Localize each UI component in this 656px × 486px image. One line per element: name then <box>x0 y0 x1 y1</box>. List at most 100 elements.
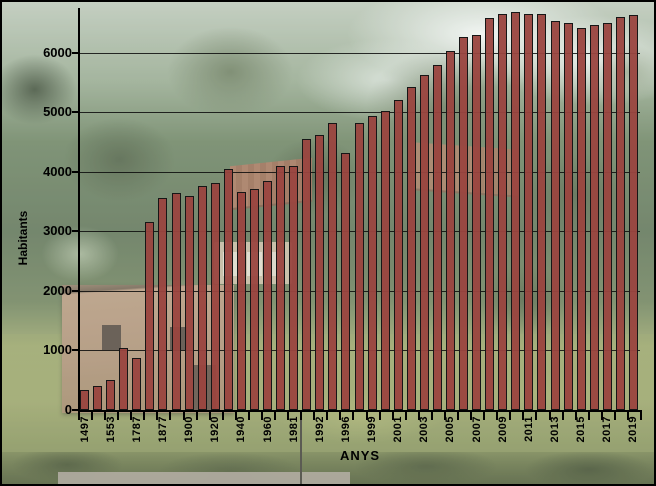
x-tick <box>117 412 120 420</box>
x-tick <box>378 412 381 420</box>
bar-1950 <box>249 189 259 410</box>
x-tick-label-1900: 1900 <box>183 416 196 443</box>
x-tick <box>300 412 303 420</box>
x-axis-line <box>78 410 642 412</box>
x-tick-label-1999: 1999 <box>366 416 379 443</box>
y-tick <box>72 170 78 173</box>
bar-1553 <box>106 380 116 410</box>
bar-1900 <box>184 196 194 410</box>
x-tick <box>483 412 486 420</box>
x-tick-label-2005: 2005 <box>444 416 457 443</box>
x-tick <box>274 412 277 420</box>
y-tick <box>72 230 78 233</box>
bar-2003 <box>419 75 429 410</box>
y-tick-label: 5000 <box>43 104 72 120</box>
x-tick <box>600 412 603 420</box>
y-tick <box>72 289 78 292</box>
x-tick-label-2001: 2001 <box>392 416 405 443</box>
bar-2000 <box>380 111 390 410</box>
y-tick-label: 4000 <box>43 163 72 179</box>
bar-1877 <box>158 198 168 410</box>
x-tick-label-2009: 2009 <box>496 416 509 443</box>
bar-1940 <box>236 192 246 410</box>
bar-1998 <box>354 123 364 410</box>
bar-2011 <box>524 14 534 410</box>
x-tick <box>404 412 407 420</box>
y-tick-label: 0 <box>64 402 72 417</box>
photo-wall <box>58 472 350 484</box>
bar-1992 <box>315 135 325 410</box>
bar-1996 <box>341 153 351 410</box>
x-tick <box>182 412 185 420</box>
x-tick <box>522 412 525 420</box>
x-tick <box>548 412 551 420</box>
x-tick <box>613 412 616 420</box>
bar-2013 <box>550 21 560 410</box>
x-tick <box>221 412 224 420</box>
bar-1497 <box>80 390 90 410</box>
x-tick <box>260 412 263 420</box>
y-tick <box>72 409 78 411</box>
bar-1986 <box>302 139 312 410</box>
x-tick <box>352 412 355 420</box>
bar-1787 <box>132 358 142 410</box>
bar-1717 <box>119 348 129 410</box>
x-tick-label-1996: 1996 <box>339 416 352 443</box>
x-tick <box>143 412 146 420</box>
y-tick-label: 1000 <box>43 342 72 358</box>
x-tick <box>78 412 80 420</box>
bar-2018 <box>615 17 625 410</box>
x-tick <box>587 412 590 420</box>
x-tick <box>208 412 211 420</box>
bar-1994 <box>328 123 338 410</box>
bar-2012 <box>537 14 547 410</box>
x-tick <box>535 412 538 420</box>
x-tick-label-2017: 2017 <box>601 416 614 443</box>
x-tick-label-1981: 1981 <box>287 416 300 443</box>
x-tick-label-1877: 1877 <box>156 416 169 443</box>
x-tick-label-2013: 2013 <box>549 416 562 443</box>
y-tick-label: 6000 <box>43 44 72 60</box>
bar-2006 <box>459 37 469 410</box>
x-tick <box>496 412 499 420</box>
x-tick <box>104 412 107 420</box>
x-tick <box>443 412 446 420</box>
bar-2001 <box>393 100 403 410</box>
x-tick <box>234 412 237 420</box>
y-axis-title: Habitants <box>16 210 30 266</box>
x-tick <box>391 412 394 420</box>
x-tick <box>574 412 577 420</box>
bar-2004 <box>432 65 442 410</box>
bar-2014 <box>563 23 573 410</box>
x-tick-label-2003: 2003 <box>418 416 431 443</box>
bar-2015 <box>576 28 586 410</box>
bar-1887 <box>171 193 181 410</box>
photo-pole <box>300 420 302 484</box>
x-tick <box>417 412 420 420</box>
bar-1857 <box>145 222 155 410</box>
x-tick <box>326 412 329 420</box>
bar-2005 <box>445 51 455 410</box>
bar-2008 <box>485 18 495 410</box>
bar-1981 <box>289 166 299 410</box>
bar-2007 <box>472 35 482 410</box>
y-axis-line <box>78 8 80 412</box>
bar-2009 <box>498 14 508 410</box>
x-tick <box>640 412 642 420</box>
y-tick <box>72 51 78 54</box>
x-tick-label-1787: 1787 <box>130 416 143 443</box>
y-tick-label: 3000 <box>43 223 72 239</box>
bar-2002 <box>406 87 416 410</box>
x-tick <box>287 412 290 420</box>
bar-1930 <box>223 169 233 410</box>
bar-1960 <box>263 181 272 410</box>
x-tick-label-2019: 2019 <box>627 416 640 443</box>
x-tick <box>91 412 94 420</box>
x-tick <box>169 412 172 420</box>
x-tick <box>313 412 316 420</box>
x-tick-label-2007: 2007 <box>470 416 483 443</box>
x-tick <box>195 412 198 420</box>
plot-area <box>78 8 640 410</box>
x-tick-label-1940: 1940 <box>235 416 248 443</box>
x-tick-label-1553: 1553 <box>104 416 117 443</box>
